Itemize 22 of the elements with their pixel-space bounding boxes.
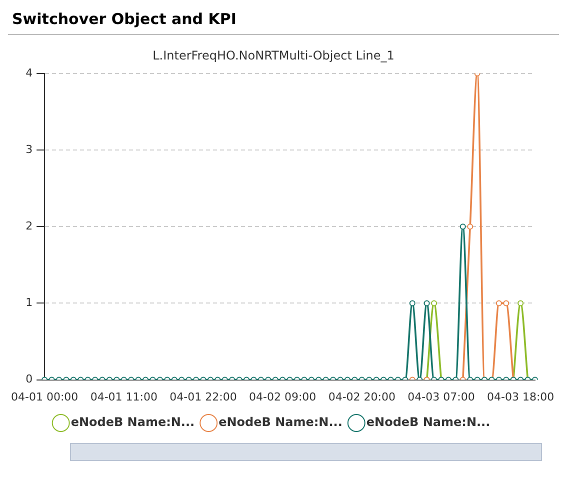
y-tick-label: 2 <box>26 219 33 232</box>
legend-label: eNodeB Name:N... <box>366 415 490 430</box>
x-tick-label: 04-01 22:00 <box>170 390 237 404</box>
chart-subtitle: L.InterFreqHO.NoNRTMulti-Object Line_1 <box>152 48 394 62</box>
chart-title: Switchover Object and KPI <box>8 8 559 35</box>
legend-label: eNodeB Name:N... <box>70 415 195 430</box>
point <box>503 300 510 306</box>
x-tick-label: 04-03 07:00 <box>408 390 475 404</box>
point <box>467 224 474 230</box>
point <box>496 300 502 306</box>
y-tick-label: 1 <box>26 296 33 310</box>
x-tick-label: 04-03 18:00 <box>486 390 554 404</box>
y-tick-label: 3 <box>26 142 33 156</box>
point <box>431 300 438 306</box>
x-tick-label: 04-02 09:00 <box>248 390 316 404</box>
x-tick-label: 04-01 11:00 <box>90 390 158 404</box>
x-tick-label: 04-01 00:00 <box>10 390 78 404</box>
legend-label: eNodeB Name:N... <box>218 415 342 430</box>
y-tick-label: 4 <box>26 66 33 80</box>
y-tick-label: 0 <box>26 372 33 386</box>
point <box>518 300 524 306</box>
x-tick-label: 04-02 20:00 <box>328 390 396 404</box>
